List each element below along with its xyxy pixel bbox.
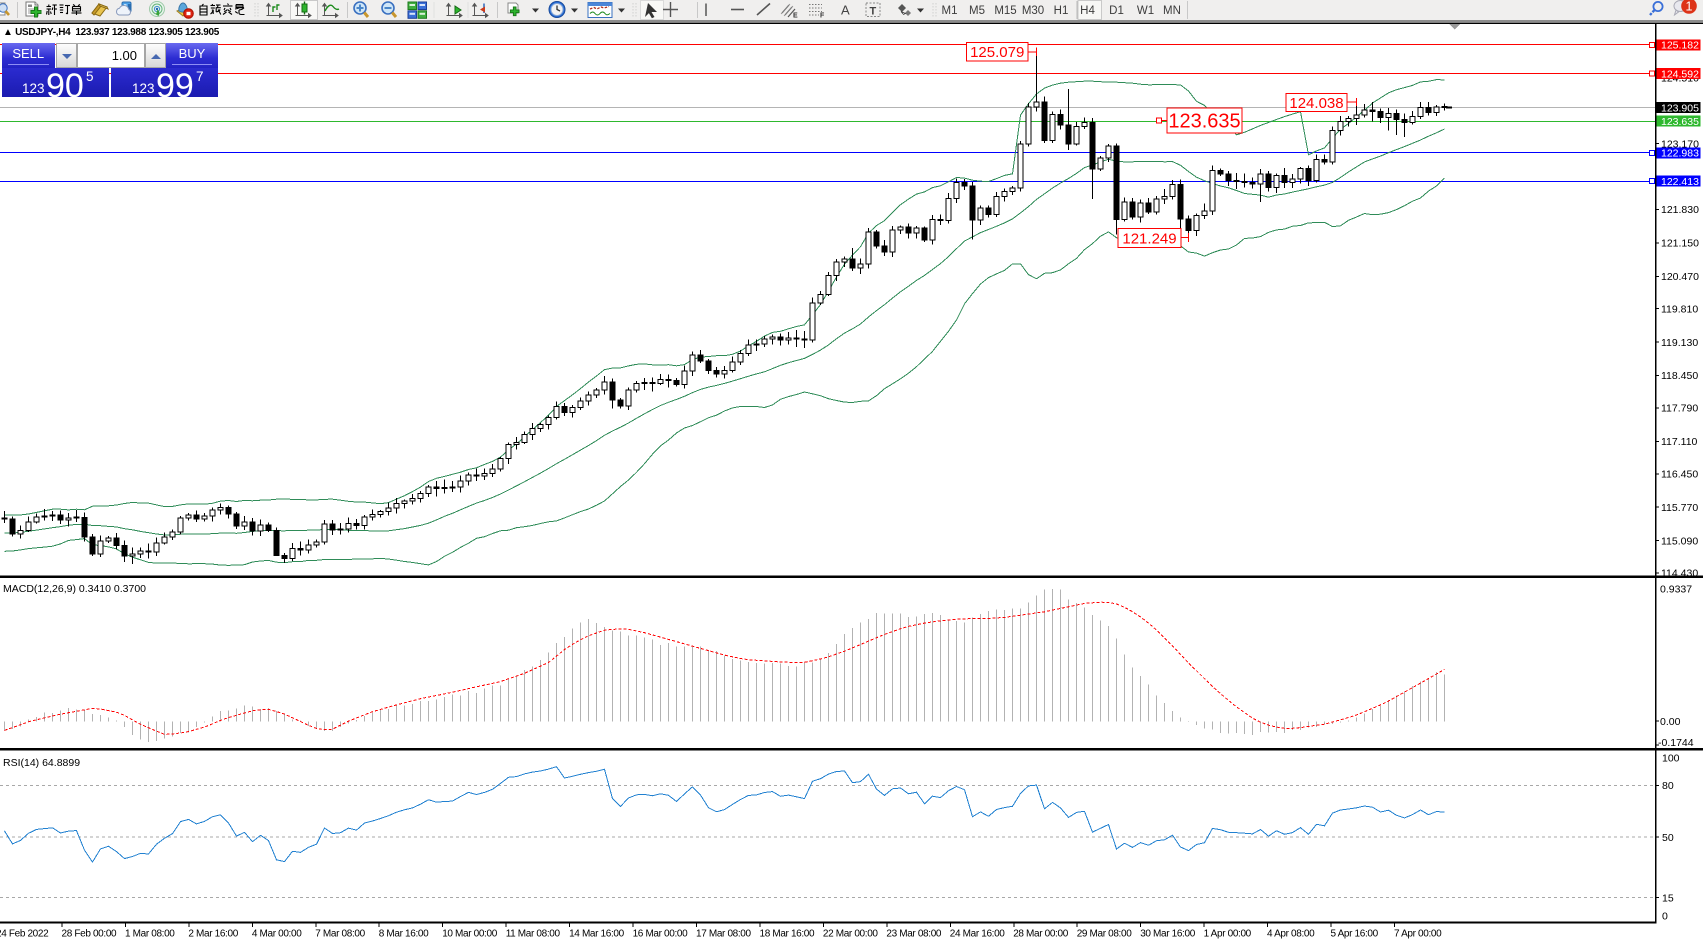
svg-text:T: T (870, 6, 877, 18)
svg-text:11 Mar 08:00: 11 Mar 08:00 (506, 929, 561, 940)
svg-text:16 Mar 00:00: 16 Mar 00:00 (633, 929, 689, 940)
svg-text:A: A (841, 3, 850, 18)
svg-text:F: F (820, 13, 825, 20)
svg-text:24 Feb 2022: 24 Feb 2022 (0, 929, 49, 940)
svg-text:0.00: 0.00 (1660, 716, 1681, 728)
svg-text:D1: D1 (1109, 5, 1124, 17)
svg-text:W1: W1 (1137, 5, 1154, 17)
svg-text:30 Mar 16:00: 30 Mar 16:00 (1140, 929, 1196, 940)
svg-text:MACD(12,26,9) 0.3410 0.3700: MACD(12,26,9) 0.3410 0.3700 (3, 583, 146, 595)
svg-text:124.038: 124.038 (1289, 95, 1343, 112)
svg-text:114.430: 114.430 (1661, 568, 1698, 580)
svg-text:RSI(14) 64.8899: RSI(14) 64.8899 (3, 757, 80, 769)
svg-text:MN: MN (1163, 5, 1181, 17)
svg-text:8 Mar 16:00: 8 Mar 16:00 (379, 929, 429, 940)
svg-text:H4: H4 (1080, 5, 1095, 17)
svg-text:M5: M5 (969, 5, 985, 17)
svg-text:1 Apr 00:00: 1 Apr 00:00 (1204, 929, 1252, 940)
svg-text:0.9337: 0.9337 (1660, 584, 1692, 596)
svg-text:14 Mar 16:00: 14 Mar 16:00 (569, 929, 625, 940)
svg-text:2 Mar 16:00: 2 Mar 16:00 (188, 929, 238, 940)
svg-text:M30: M30 (1022, 5, 1044, 17)
svg-text:-0.1744: -0.1744 (1658, 737, 1694, 749)
svg-text:4 Apr 08:00: 4 Apr 08:00 (1267, 929, 1315, 940)
svg-text:18 Mar 16:00: 18 Mar 16:00 (760, 929, 816, 940)
svg-text:24 Mar 16:00: 24 Mar 16:00 (950, 929, 1006, 940)
svg-text:7 Mar 08:00: 7 Mar 08:00 (315, 929, 365, 940)
svg-text:123.905: 123.905 (1661, 102, 1699, 114)
svg-text:120.470: 120.470 (1661, 271, 1699, 283)
svg-text:28 Feb 00:00: 28 Feb 00:00 (62, 929, 118, 940)
svg-text:10 Mar 00:00: 10 Mar 00:00 (442, 929, 498, 940)
svg-text:121.830: 121.830 (1661, 204, 1699, 216)
svg-text:H1: H1 (1054, 5, 1069, 17)
svg-text:122.413: 122.413 (1661, 176, 1699, 188)
svg-text:22 Mar 00:00: 22 Mar 00:00 (823, 929, 879, 940)
svg-text:116.450: 116.450 (1661, 469, 1698, 481)
svg-text:0: 0 (1662, 911, 1668, 923)
svg-text:4 Mar 00:00: 4 Mar 00:00 (252, 929, 302, 940)
svg-text:118.450: 118.450 (1661, 370, 1698, 382)
svg-text:119.130: 119.130 (1661, 337, 1698, 349)
svg-text:1 Mar 08:00: 1 Mar 08:00 (125, 929, 175, 940)
svg-text:122.983: 122.983 (1661, 148, 1699, 160)
svg-text:5 Apr 16:00: 5 Apr 16:00 (1331, 929, 1379, 940)
svg-text:M15: M15 (994, 5, 1016, 17)
svg-text:119.810: 119.810 (1661, 303, 1698, 315)
svg-text:29 Mar 08:00: 29 Mar 08:00 (1077, 929, 1133, 940)
svg-text:17 Mar 08:00: 17 Mar 08:00 (696, 929, 752, 940)
svg-text:7 Apr 00:00: 7 Apr 00:00 (1394, 929, 1442, 940)
svg-text:28 Mar 00:00: 28 Mar 00:00 (1013, 929, 1069, 940)
svg-text:80: 80 (1662, 780, 1674, 792)
svg-text:121.249: 121.249 (1122, 230, 1176, 247)
svg-text:50: 50 (1662, 832, 1674, 844)
svg-text:125.079: 125.079 (970, 44, 1024, 61)
svg-text:23 Mar 08:00: 23 Mar 08:00 (886, 929, 942, 940)
svg-text:115.090: 115.090 (1661, 535, 1698, 547)
svg-text:125.182: 125.182 (1661, 40, 1699, 52)
svg-text:121.150: 121.150 (1661, 238, 1699, 250)
svg-text:1: 1 (1686, 0, 1693, 14)
svg-text:123.635: 123.635 (1661, 116, 1699, 128)
svg-text:15: 15 (1662, 892, 1674, 904)
svg-text:E: E (793, 13, 798, 20)
svg-text:123.635: 123.635 (1168, 111, 1240, 133)
svg-text:117.790: 117.790 (1661, 403, 1698, 415)
svg-text:117.110: 117.110 (1661, 436, 1698, 448)
svg-text:100: 100 (1662, 753, 1680, 765)
svg-text:M1: M1 (942, 5, 958, 17)
svg-text:115.770: 115.770 (1661, 502, 1698, 514)
svg-text:124.592: 124.592 (1661, 68, 1699, 80)
